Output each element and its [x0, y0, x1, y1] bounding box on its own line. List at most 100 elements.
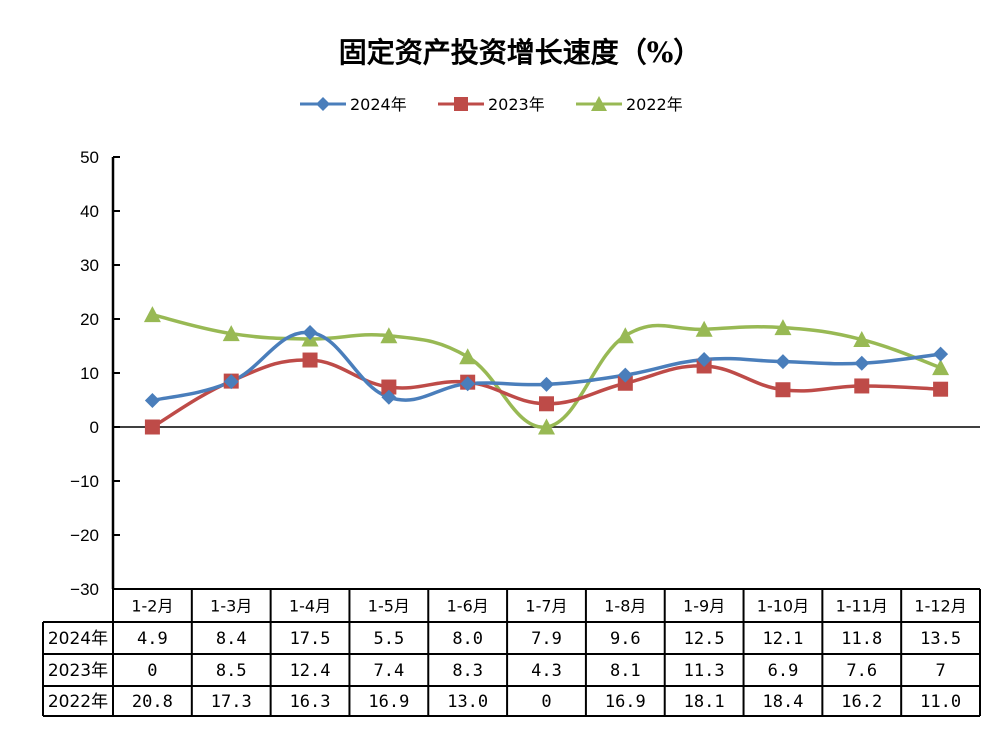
triangle-marker	[774, 319, 792, 336]
category-label: 1-2月	[131, 597, 173, 616]
diamond-marker	[223, 374, 239, 390]
square-marker	[775, 382, 791, 398]
square-marker	[617, 375, 633, 391]
triangle-marker	[932, 359, 950, 376]
table-cell: 4.9	[137, 629, 168, 649]
table-cell: 18.4	[762, 692, 803, 712]
y-tick-label: 30	[80, 256, 99, 275]
series-points-2024年	[144, 325, 949, 409]
category-label: 1-6月	[447, 597, 489, 616]
category-label: 1-11月	[836, 597, 888, 616]
table-row-header: 2023年	[48, 661, 108, 681]
table-cell: 8.5	[216, 661, 247, 681]
table-cell: 6.9	[768, 661, 799, 681]
table-cell: 8.3	[452, 661, 483, 681]
table-cell: 0	[541, 692, 551, 712]
category-label: 1-7月	[525, 597, 567, 616]
table-cell: 16.3	[290, 692, 331, 712]
diamond-marker	[302, 325, 318, 340]
legend: 2024年 2023年 2022年	[300, 95, 683, 114]
table-cell: 16.2	[841, 692, 882, 712]
square-marker	[539, 396, 554, 412]
triangle-marker	[380, 327, 398, 344]
y-tick-label: 0	[90, 418, 99, 437]
y-tick-label: −10	[70, 472, 99, 491]
table-cell: 9.6	[610, 629, 641, 649]
table-cell: 7.9	[531, 629, 562, 649]
diamond-marker	[854, 355, 870, 371]
diamond-marker	[144, 393, 160, 409]
table-cell: 7.4	[374, 661, 405, 681]
table-cell: 8.1	[610, 661, 641, 681]
table-cell: 13.0	[447, 692, 488, 712]
square-marker	[454, 97, 468, 111]
square-marker	[381, 379, 397, 395]
square-marker	[302, 352, 318, 368]
triangle-marker	[616, 327, 634, 344]
legend-label: 2023年	[488, 95, 545, 114]
table-cell: 17.5	[290, 629, 331, 649]
series-points-2022年	[143, 306, 950, 435]
diamond-marker	[381, 389, 397, 405]
triangle-marker	[538, 418, 555, 435]
table-cell: 18.1	[684, 692, 725, 712]
square-marker	[144, 419, 160, 435]
triangle-marker	[143, 306, 161, 323]
triangle-marker	[222, 325, 240, 342]
y-tick-label: 50	[80, 148, 99, 167]
y-tick-label: 20	[80, 310, 99, 329]
table-cell: 12.4	[290, 661, 331, 681]
table-row-header: 2022年	[48, 692, 108, 712]
category-label: 1-9月	[683, 597, 725, 616]
chart-title: 固定资产投资增长速度（%）	[339, 36, 702, 69]
table-cell: 4.3	[531, 661, 562, 681]
legend-item-2022年: 2022年	[576, 95, 683, 114]
table-cell: 12.1	[762, 629, 803, 649]
category-label: 1-10月	[757, 597, 809, 616]
y-tick-label: −20	[70, 526, 99, 545]
diamond-marker	[539, 376, 554, 392]
table-cell: 8.0	[452, 629, 483, 649]
table-cell: 11.0	[920, 692, 961, 712]
diamond-marker	[316, 97, 330, 111]
table-cell: 7	[935, 661, 945, 681]
table-cell: 5.5	[374, 629, 405, 649]
legend-item-2024年: 2024年	[300, 95, 407, 114]
data-table: 1-2月 1-3月 1-4月 1-5月 1-6月 1-7月 1-8月 1-9月 1-10月 1-1…	[42, 588, 981, 717]
legend-label: 2022年	[626, 95, 683, 114]
y-tick-label: 40	[80, 202, 99, 221]
y-axis: 50 40 30 20 10 0 −10 −20 −30	[70, 148, 120, 599]
square-marker	[854, 378, 870, 394]
table-cell: 11.3	[684, 661, 725, 681]
series-line-2024年	[152, 330, 941, 403]
triangle-marker	[695, 320, 713, 337]
table-cell: 16.9	[368, 692, 409, 712]
table-cell: 0	[147, 661, 157, 681]
category-label: 1-12月	[914, 597, 966, 616]
table-cell: 11.8	[841, 629, 882, 649]
diamond-marker	[775, 354, 791, 370]
series-line-2023年	[151, 358, 941, 429]
category-label: 1-8月	[604, 597, 646, 616]
table-row-header: 2024年	[48, 629, 108, 649]
y-tick-label: 10	[80, 364, 99, 383]
diamond-marker	[696, 352, 712, 367]
legend-item-2023年: 2023年	[438, 95, 545, 114]
diamond-marker	[933, 346, 949, 362]
table-cell: 13.5	[920, 629, 961, 649]
diamond-marker	[617, 367, 633, 383]
y-tick-label: −30	[70, 580, 99, 599]
table-cell: 12.5	[684, 629, 725, 649]
table-cell: 8.4	[216, 629, 247, 649]
table-cell: 20.8	[132, 692, 173, 712]
legend-label: 2024年	[350, 95, 407, 114]
table-cell: 16.9	[605, 692, 646, 712]
series-markers	[143, 306, 950, 435]
category-label: 1-4月	[289, 597, 331, 616]
square-marker	[933, 381, 949, 397]
triangle-marker	[591, 96, 607, 111]
table-cell: 17.3	[211, 692, 252, 712]
table-cell: 7.6	[846, 661, 877, 681]
category-label: 1-5月	[368, 597, 410, 616]
